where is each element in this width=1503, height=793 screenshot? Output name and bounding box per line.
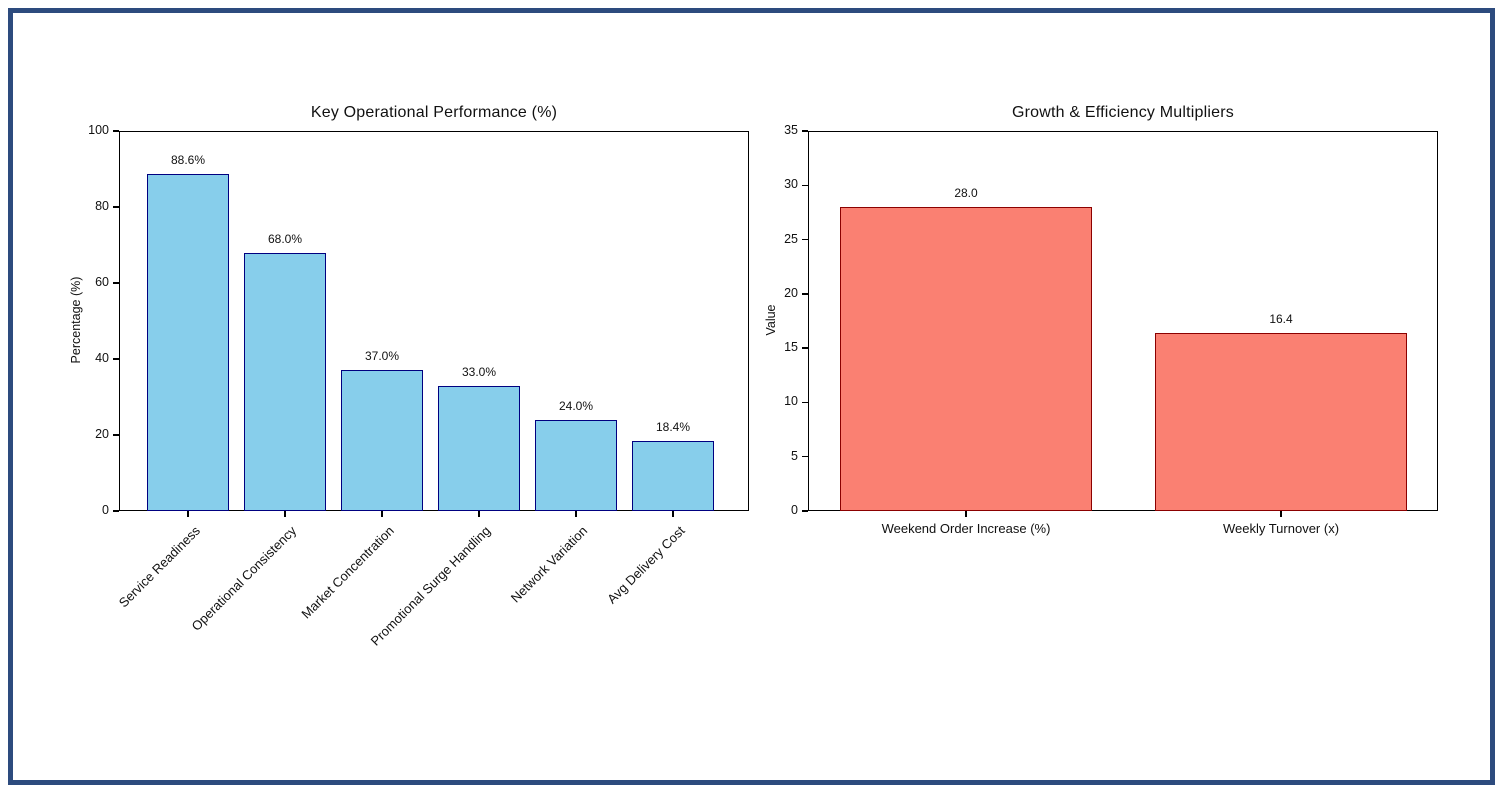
x-tick-mark [284, 511, 286, 517]
bar [341, 370, 423, 511]
bar-value-label: 68.0% [267, 231, 303, 246]
y-tick-label: 60 [95, 275, 109, 289]
y-tick-label: 40 [95, 351, 109, 365]
y-tick-mark [113, 206, 119, 208]
y-axis-label: Value [764, 304, 778, 336]
y-tick-mark [113, 434, 119, 436]
y-tick-mark [802, 130, 808, 132]
bar [244, 252, 326, 511]
bar-value-label: 24.0% [558, 398, 594, 413]
plot-area [808, 131, 1438, 511]
y-tick-label: 10 [784, 394, 798, 409]
y-tick-mark [802, 238, 808, 241]
y-tick-label: 35 [784, 123, 798, 137]
y-tick-mark [113, 510, 119, 512]
x-tick-mark [575, 511, 577, 517]
x-tick-mark [1280, 511, 1282, 517]
bar [438, 385, 520, 511]
bar [840, 207, 1092, 511]
y-tick-mark [802, 510, 808, 512]
bar [632, 441, 714, 511]
x-tick-mark [187, 511, 189, 517]
chart-title: Key Operational Performance (%) [310, 104, 558, 121]
y-tick-mark [802, 293, 808, 295]
y-tick-label: 20 [784, 285, 798, 300]
figure-border [8, 8, 1495, 785]
y-tick-mark [802, 347, 808, 349]
chart-title: Growth & Efficiency Multipliers [1012, 104, 1234, 121]
y-tick-mark [113, 358, 119, 360]
bar-value-label: 18.4% [655, 420, 691, 435]
plot-area [119, 131, 749, 511]
x-tick-label: Weekend Order Increase (%) [881, 521, 1051, 536]
bar-value-label: 88.6% [170, 153, 206, 168]
y-tick-label: 25 [784, 231, 798, 246]
y-tick-label: 5 [791, 448, 798, 463]
y-tick-mark [802, 456, 808, 458]
y-tick-mark [802, 401, 808, 404]
x-tick-label: Weekly Turnover (x) [1222, 521, 1340, 536]
bar [147, 174, 229, 511]
bar [535, 419, 617, 511]
y-tick-label: 20 [95, 427, 109, 441]
x-tick-mark [478, 511, 480, 517]
y-tick-mark [802, 184, 808, 186]
y-tick-mark [113, 282, 119, 284]
bar-value-label: 37.0% [364, 349, 400, 364]
y-tick-label: 0 [791, 503, 798, 517]
x-tick-mark [965, 511, 967, 517]
bar-value-label: 33.0% [461, 364, 497, 379]
bar [1155, 332, 1407, 511]
y-tick-mark [113, 130, 119, 132]
y-tick-label: 80 [95, 199, 109, 213]
y-tick-label: 100 [88, 123, 109, 137]
bar-value-label: 28.0 [954, 186, 978, 200]
y-tick-label: 30 [784, 177, 798, 192]
bar-value-label: 16.4 [1269, 311, 1293, 326]
y-tick-label: 15 [784, 340, 798, 355]
y-tick-label: 0 [102, 503, 109, 517]
x-tick-mark [672, 511, 674, 517]
x-tick-mark [381, 511, 383, 517]
